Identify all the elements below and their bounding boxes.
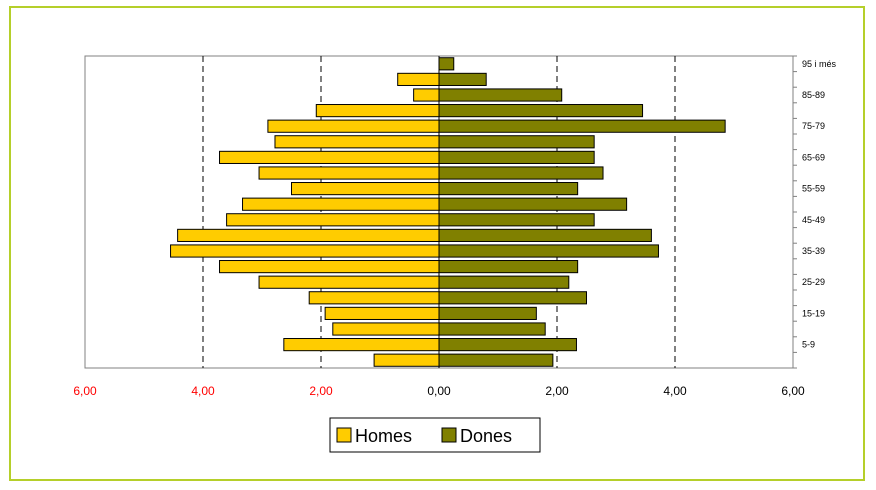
bar-dones-20-24: [438, 291, 587, 305]
x-axis-tick-labels: 6,00 4,00 2,00 0,00 2,00 4,00 6,00: [73, 384, 805, 398]
bar-homes-75-79: [267, 119, 440, 133]
bar-dones-50-54: [438, 197, 628, 211]
bar-dones-45-49: [438, 213, 595, 227]
bar-dones-25-29: [438, 275, 570, 289]
legend: Homes Dones: [329, 417, 541, 453]
x-tick-label: 4,00: [663, 384, 687, 398]
bar-homes-45-49: [226, 213, 440, 227]
bar-dones-65-69: [438, 150, 595, 164]
plot-area: [84, 55, 797, 369]
bar-homes-25-29: [258, 275, 440, 289]
bar-dones-75-79: [438, 119, 726, 133]
legend-swatch-homes: [336, 427, 352, 443]
bar-homes-60-64: [258, 166, 440, 180]
legend-box: [329, 417, 541, 453]
y-tick-label: 45-49: [802, 215, 825, 225]
bar-dones-35-39: [438, 244, 659, 258]
x-tick-label: 4,00: [191, 384, 215, 398]
bar-dones-55-59: [438, 182, 579, 196]
legend-swatch-dones: [441, 427, 457, 443]
bar-dones-95-i-més: [438, 57, 455, 71]
y-tick-label: 15-19: [802, 308, 825, 318]
bar-homes-65-69: [219, 150, 440, 164]
y-tick-label: 85-89: [802, 90, 825, 100]
bar-homes-85-89: [413, 88, 440, 102]
bar-homes-0-4: [373, 353, 440, 367]
x-tick-label: 6,00: [73, 384, 97, 398]
bar-homes-40-44: [177, 228, 440, 242]
bar-dones-85-89: [438, 88, 563, 102]
bar-homes-55-59: [291, 182, 440, 196]
y-tick-label: 65-69: [802, 152, 825, 162]
bar-dones-5-9: [438, 338, 577, 352]
bar-homes-70-74: [274, 135, 440, 149]
legend-label-homes: Homes: [355, 426, 412, 446]
bar-homes-20-24: [308, 291, 440, 305]
bar-homes-30-34: [219, 260, 440, 274]
bar-dones-0-4: [438, 353, 554, 367]
bar-dones-90-94: [438, 72, 487, 86]
x-tick-label: 2,00: [545, 384, 569, 398]
y-tick-label: 95 i més: [802, 59, 837, 69]
x-tick-label: 2,00: [309, 384, 333, 398]
bar-homes-90-94: [397, 72, 440, 86]
y-tick-label: 75-79: [802, 121, 825, 131]
bars: [170, 56, 726, 368]
bar-dones-60-64: [438, 166, 604, 180]
y-tick-label: 5-9: [802, 340, 815, 350]
bar-dones-40-44: [438, 228, 652, 242]
bar-homes-15-19: [324, 306, 440, 320]
y-tick-label: 35-39: [802, 246, 825, 256]
bar-dones-30-34: [438, 260, 579, 274]
bar-homes-10-14: [332, 322, 440, 336]
x-tick-label: 6,00: [781, 384, 805, 398]
bar-dones-10-14: [438, 322, 546, 336]
y-axis-tick-labels: 5-9 15-19 25-29 35-39 45-49 55-59 65-69 75-79 85…: [802, 59, 837, 350]
bar-homes-80-84: [315, 104, 440, 118]
y-tick-label: 25-29: [802, 277, 825, 287]
bar-homes-50-54: [242, 197, 440, 211]
y-tick-label: 55-59: [802, 184, 825, 194]
bar-homes-35-39: [170, 244, 440, 258]
bar-dones-80-84: [438, 104, 644, 118]
legend-label-dones: Dones: [460, 426, 512, 446]
bar-dones-70-74: [438, 135, 595, 149]
bar-dones-15-19: [438, 306, 537, 320]
x-tick-label: 0,00: [427, 384, 451, 398]
bar-homes-5-9: [283, 338, 440, 352]
